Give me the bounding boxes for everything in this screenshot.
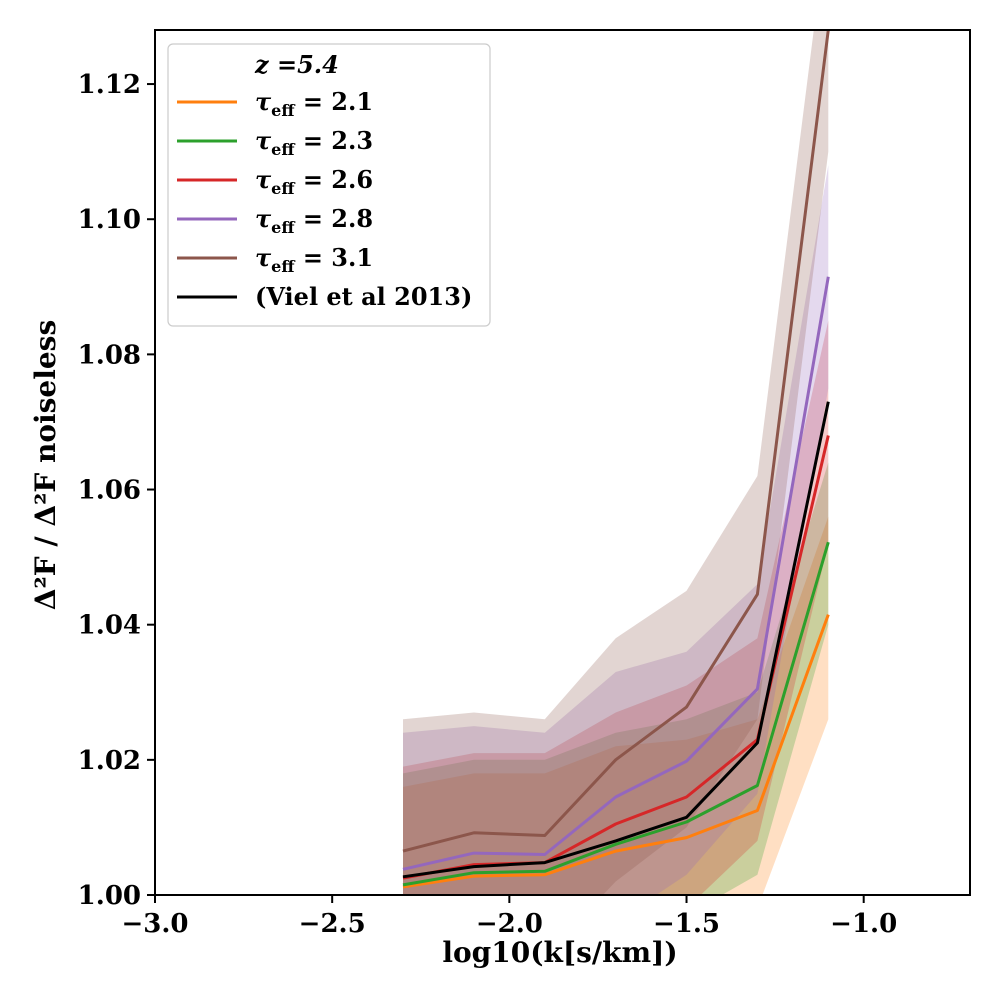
y-tick-label: 1.10 <box>78 205 141 235</box>
band-series-2 <box>403 462 829 895</box>
series-lines <box>402 30 830 889</box>
x-axis-label: log10(k[s/km]) <box>442 936 677 969</box>
x-axis: −3.0 −2.5 −2.0 −1.5 −1.0 <box>121 895 897 939</box>
x-tick-label: −1.5 <box>653 909 720 939</box>
y-tick-label: 1.00 <box>78 881 141 911</box>
y-tick-label: 1.12 <box>78 70 141 100</box>
y-axis: 1.00 1.02 1.04 1.06 1.08 1.10 1.12 <box>78 70 155 911</box>
line-series-6 <box>402 401 830 879</box>
band-series-1 <box>403 516 829 895</box>
legend-label-5: τeff = 3.1 <box>255 243 373 276</box>
line-series-1 <box>402 614 830 889</box>
band-series-4 <box>403 165 829 895</box>
line-series-2 <box>402 541 830 887</box>
band-series-5 <box>403 30 829 895</box>
line-series-4 <box>402 276 830 871</box>
y-tick-label: 1.06 <box>78 476 141 506</box>
line-series-5 <box>402 30 830 853</box>
legend-box <box>167 43 491 327</box>
x-tick-label: −2.0 <box>476 909 543 939</box>
y-tick-label: 1.02 <box>78 746 141 776</box>
y-tick-label: 1.04 <box>78 611 141 641</box>
legend-label-3: τeff = 2.6 <box>255 165 373 198</box>
legend-label-2: τeff = 2.3 <box>255 126 373 159</box>
legend-title: z =5.4 <box>254 50 339 79</box>
y-axis-label: Δ²F / Δ²F noiseless <box>29 320 62 610</box>
plot-frame <box>154 29 971 896</box>
x-tick-label: −1.0 <box>830 909 897 939</box>
legend-label-4: τeff = 2.8 <box>255 204 373 237</box>
legend-label-1: τeff = 2.1 <box>255 87 373 120</box>
band-series-3 <box>403 320 829 895</box>
legend-label-6: (Viel et al 2013) <box>255 282 472 311</box>
legend-entries: τeff = 2.1 τeff = 2.3 τeff = 2.6 τeff = 2.8… <box>177 87 472 311</box>
x-tick-label: −3.0 <box>121 909 188 939</box>
y-tick-label: 1.08 <box>78 340 141 370</box>
confidence-bands <box>403 30 829 895</box>
x-tick-label: −2.5 <box>299 909 366 939</box>
